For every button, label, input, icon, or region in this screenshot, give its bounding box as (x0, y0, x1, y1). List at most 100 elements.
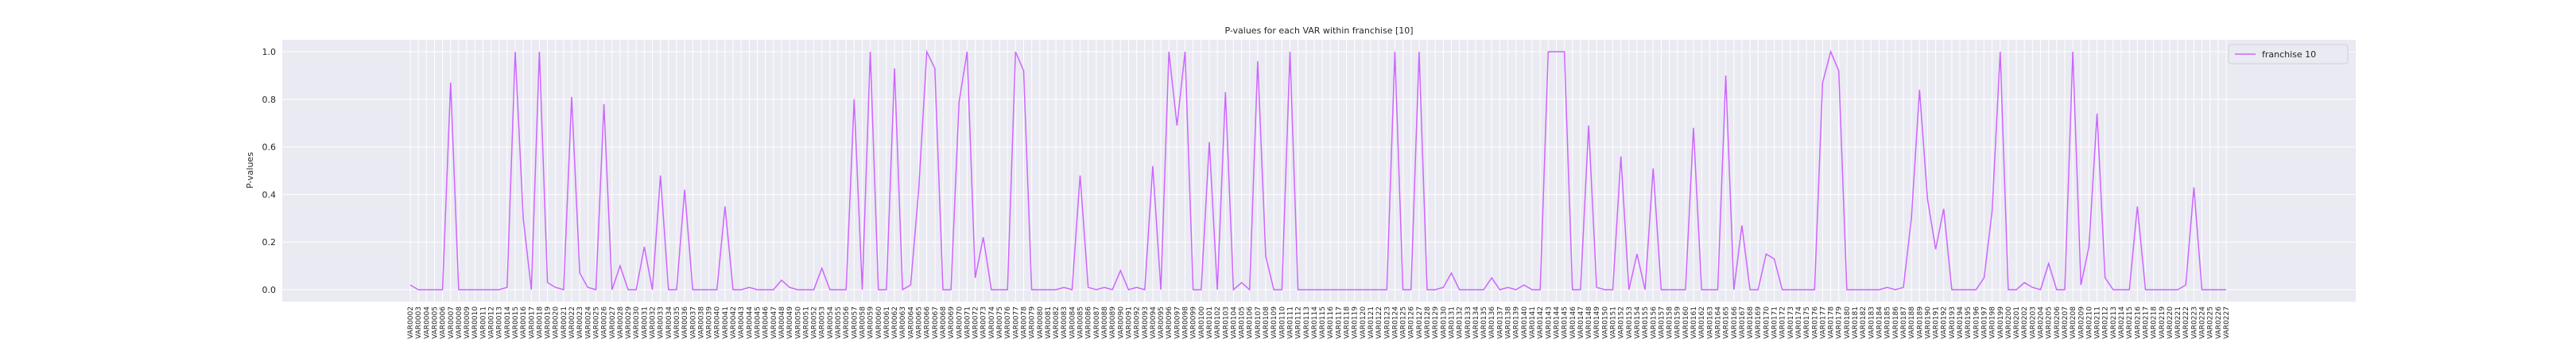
x-tick-label: VAR0080 (1037, 306, 1045, 339)
x-tick-label: VAR0096 (1166, 306, 1174, 339)
x-tick-label: VAR0027 (609, 306, 617, 339)
x-tick-label: VAR0005 (431, 306, 439, 339)
x-tick-label: VAR0095 (1158, 306, 1166, 339)
x-tick-label: VAR0225 (2207, 306, 2215, 339)
x-tick-label: VAR0012 (488, 306, 496, 339)
x-tick-label: VAR0059 (867, 306, 875, 339)
x-tick-label: VAR0224 (2199, 306, 2207, 339)
x-tick-label: VAR0004 (423, 306, 431, 339)
x-tick-label: VAR0038 (697, 306, 705, 339)
x-tick-label: VAR0172 (1779, 306, 1787, 339)
x-tick-label: VAR0214 (2118, 306, 2126, 339)
x-tick-label: VAR0049 (786, 306, 794, 339)
x-tick-label: VAR0076 (1004, 306, 1012, 339)
x-tick-label: VAR0093 (1142, 306, 1150, 339)
x-tick-label: VAR0074 (988, 306, 996, 339)
x-tick-label: VAR0199 (1997, 306, 2005, 339)
x-tick-label: VAR0056 (843, 306, 851, 339)
x-tick-label: VAR0039 (706, 306, 714, 339)
x-tick-label: VAR0094 (1150, 306, 1158, 339)
x-tick-label: VAR0120 (1360, 306, 1368, 339)
x-tick-label: VAR0085 (1077, 306, 1085, 339)
x-tick-label: VAR0164 (1714, 306, 1722, 339)
x-tick-label: VAR0125 (1400, 306, 1408, 339)
x-tick-label: VAR0207 (2062, 306, 2070, 339)
x-tick-label: VAR0078 (1020, 306, 1028, 339)
x-tick-label: VAR0055 (835, 306, 843, 339)
x-tick-label: VAR0032 (650, 306, 658, 339)
x-tick-label: VAR0099 (1190, 306, 1198, 339)
x-tick-label: VAR0185 (1884, 306, 1892, 339)
x-tick-label: VAR0028 (617, 306, 625, 339)
x-tick-label: VAR0144 (1553, 306, 1561, 339)
x-tick-label: VAR0031 (641, 306, 649, 339)
x-tick-label: VAR0167 (1739, 306, 1747, 339)
x-tick-label: VAR0030 (633, 306, 641, 339)
chart-title: P-values for each VAR within franchise [… (1224, 25, 1413, 36)
x-tick-label: VAR0223 (2190, 306, 2198, 339)
x-tick-label: VAR0182 (1860, 306, 1868, 339)
x-tick-label: VAR0018 (536, 306, 544, 339)
x-tick-label: VAR0157 (1658, 306, 1666, 339)
x-tick-label: VAR0168 (1747, 306, 1755, 339)
x-tick-label: VAR0021 (561, 306, 568, 339)
y-tick-label: 0.0 (262, 285, 277, 295)
x-tick-label: VAR0050 (794, 306, 802, 339)
y-tick-label: 0.2 (262, 237, 277, 248)
y-axis-label: P-values (245, 152, 255, 189)
x-tick-label: VAR0122 (1375, 306, 1383, 339)
x-tick-label: VAR0117 (1335, 306, 1343, 339)
x-tick-label: VAR0042 (730, 306, 738, 339)
x-tick-label: VAR0111 (1286, 306, 1294, 339)
x-tick-label: VAR0075 (996, 306, 1004, 339)
x-tick-label: VAR0046 (762, 306, 770, 339)
x-tick-label: VAR0002 (407, 306, 415, 339)
y-tick-label: 0.4 (262, 189, 277, 200)
x-tick-label: VAR0131 (1448, 306, 1456, 339)
x-tick-label: VAR0145 (1562, 306, 1569, 339)
x-tick-label: VAR0133 (1465, 306, 1472, 339)
x-tick-label: VAR0070 (956, 306, 964, 339)
x-tick-label: VAR0036 (681, 306, 689, 339)
x-tick-label: VAR0128 (1424, 306, 1432, 339)
x-tick-label: VAR0150 (1601, 306, 1609, 339)
x-tick-label: VAR0189 (1916, 306, 1924, 339)
x-tick-label: VAR0016 (520, 306, 528, 339)
x-tick-label: VAR0054 (827, 306, 835, 339)
x-tick-label: VAR0013 (496, 306, 504, 339)
x-tick-label: VAR0162 (1698, 306, 1706, 339)
x-tick-label: VAR0057 (851, 306, 859, 339)
x-tick-label: VAR0053 (819, 306, 827, 339)
x-tick-label: VAR0123 (1383, 306, 1391, 339)
x-tick-label: VAR0190 (1924, 306, 1932, 339)
x-tick-label: VAR0064 (907, 306, 915, 339)
legend-label: franchise 10 (2262, 49, 2316, 60)
x-tick-label: VAR0109 (1271, 306, 1278, 339)
x-tick-label: VAR0161 (1690, 306, 1698, 339)
x-tick-label: VAR0147 (1577, 306, 1585, 339)
x-tick-label: VAR0226 (2215, 306, 2223, 339)
x-tick-label: VAR0216 (2134, 306, 2142, 339)
x-tick-label: VAR0091 (1125, 306, 1133, 339)
x-tick-label: VAR0201 (2013, 306, 2021, 339)
x-tick-label: VAR0215 (2126, 306, 2134, 339)
x-tick-label: VAR0171 (1771, 306, 1779, 339)
x-tick-label: VAR0072 (972, 306, 980, 339)
x-tick-label: VAR0014 (504, 306, 512, 339)
x-tick-label: VAR0102 (1214, 306, 1222, 339)
x-tick-label: VAR0041 (722, 306, 730, 339)
x-tick-label: VAR0192 (1941, 306, 1949, 339)
x-tick-label: VAR0073 (980, 306, 988, 339)
y-tick-label: 1.0 (262, 47, 277, 57)
x-tick-label: VAR0114 (1311, 306, 1319, 339)
x-tick-label: VAR0022 (568, 306, 576, 339)
x-tick-label: VAR0034 (665, 306, 673, 339)
x-tick-label: VAR0143 (1545, 306, 1553, 339)
x-tick-label: VAR0017 (528, 306, 536, 339)
x-tick-label: VAR0181 (1852, 306, 1860, 339)
x-tick-label: VAR0146 (1569, 306, 1577, 339)
x-tick-label: VAR0210 (2085, 306, 2093, 339)
x-tick-label: VAR0062 (891, 306, 899, 339)
x-tick-label: VAR0136 (1488, 306, 1496, 339)
x-tick-label: VAR0139 (1513, 306, 1521, 339)
